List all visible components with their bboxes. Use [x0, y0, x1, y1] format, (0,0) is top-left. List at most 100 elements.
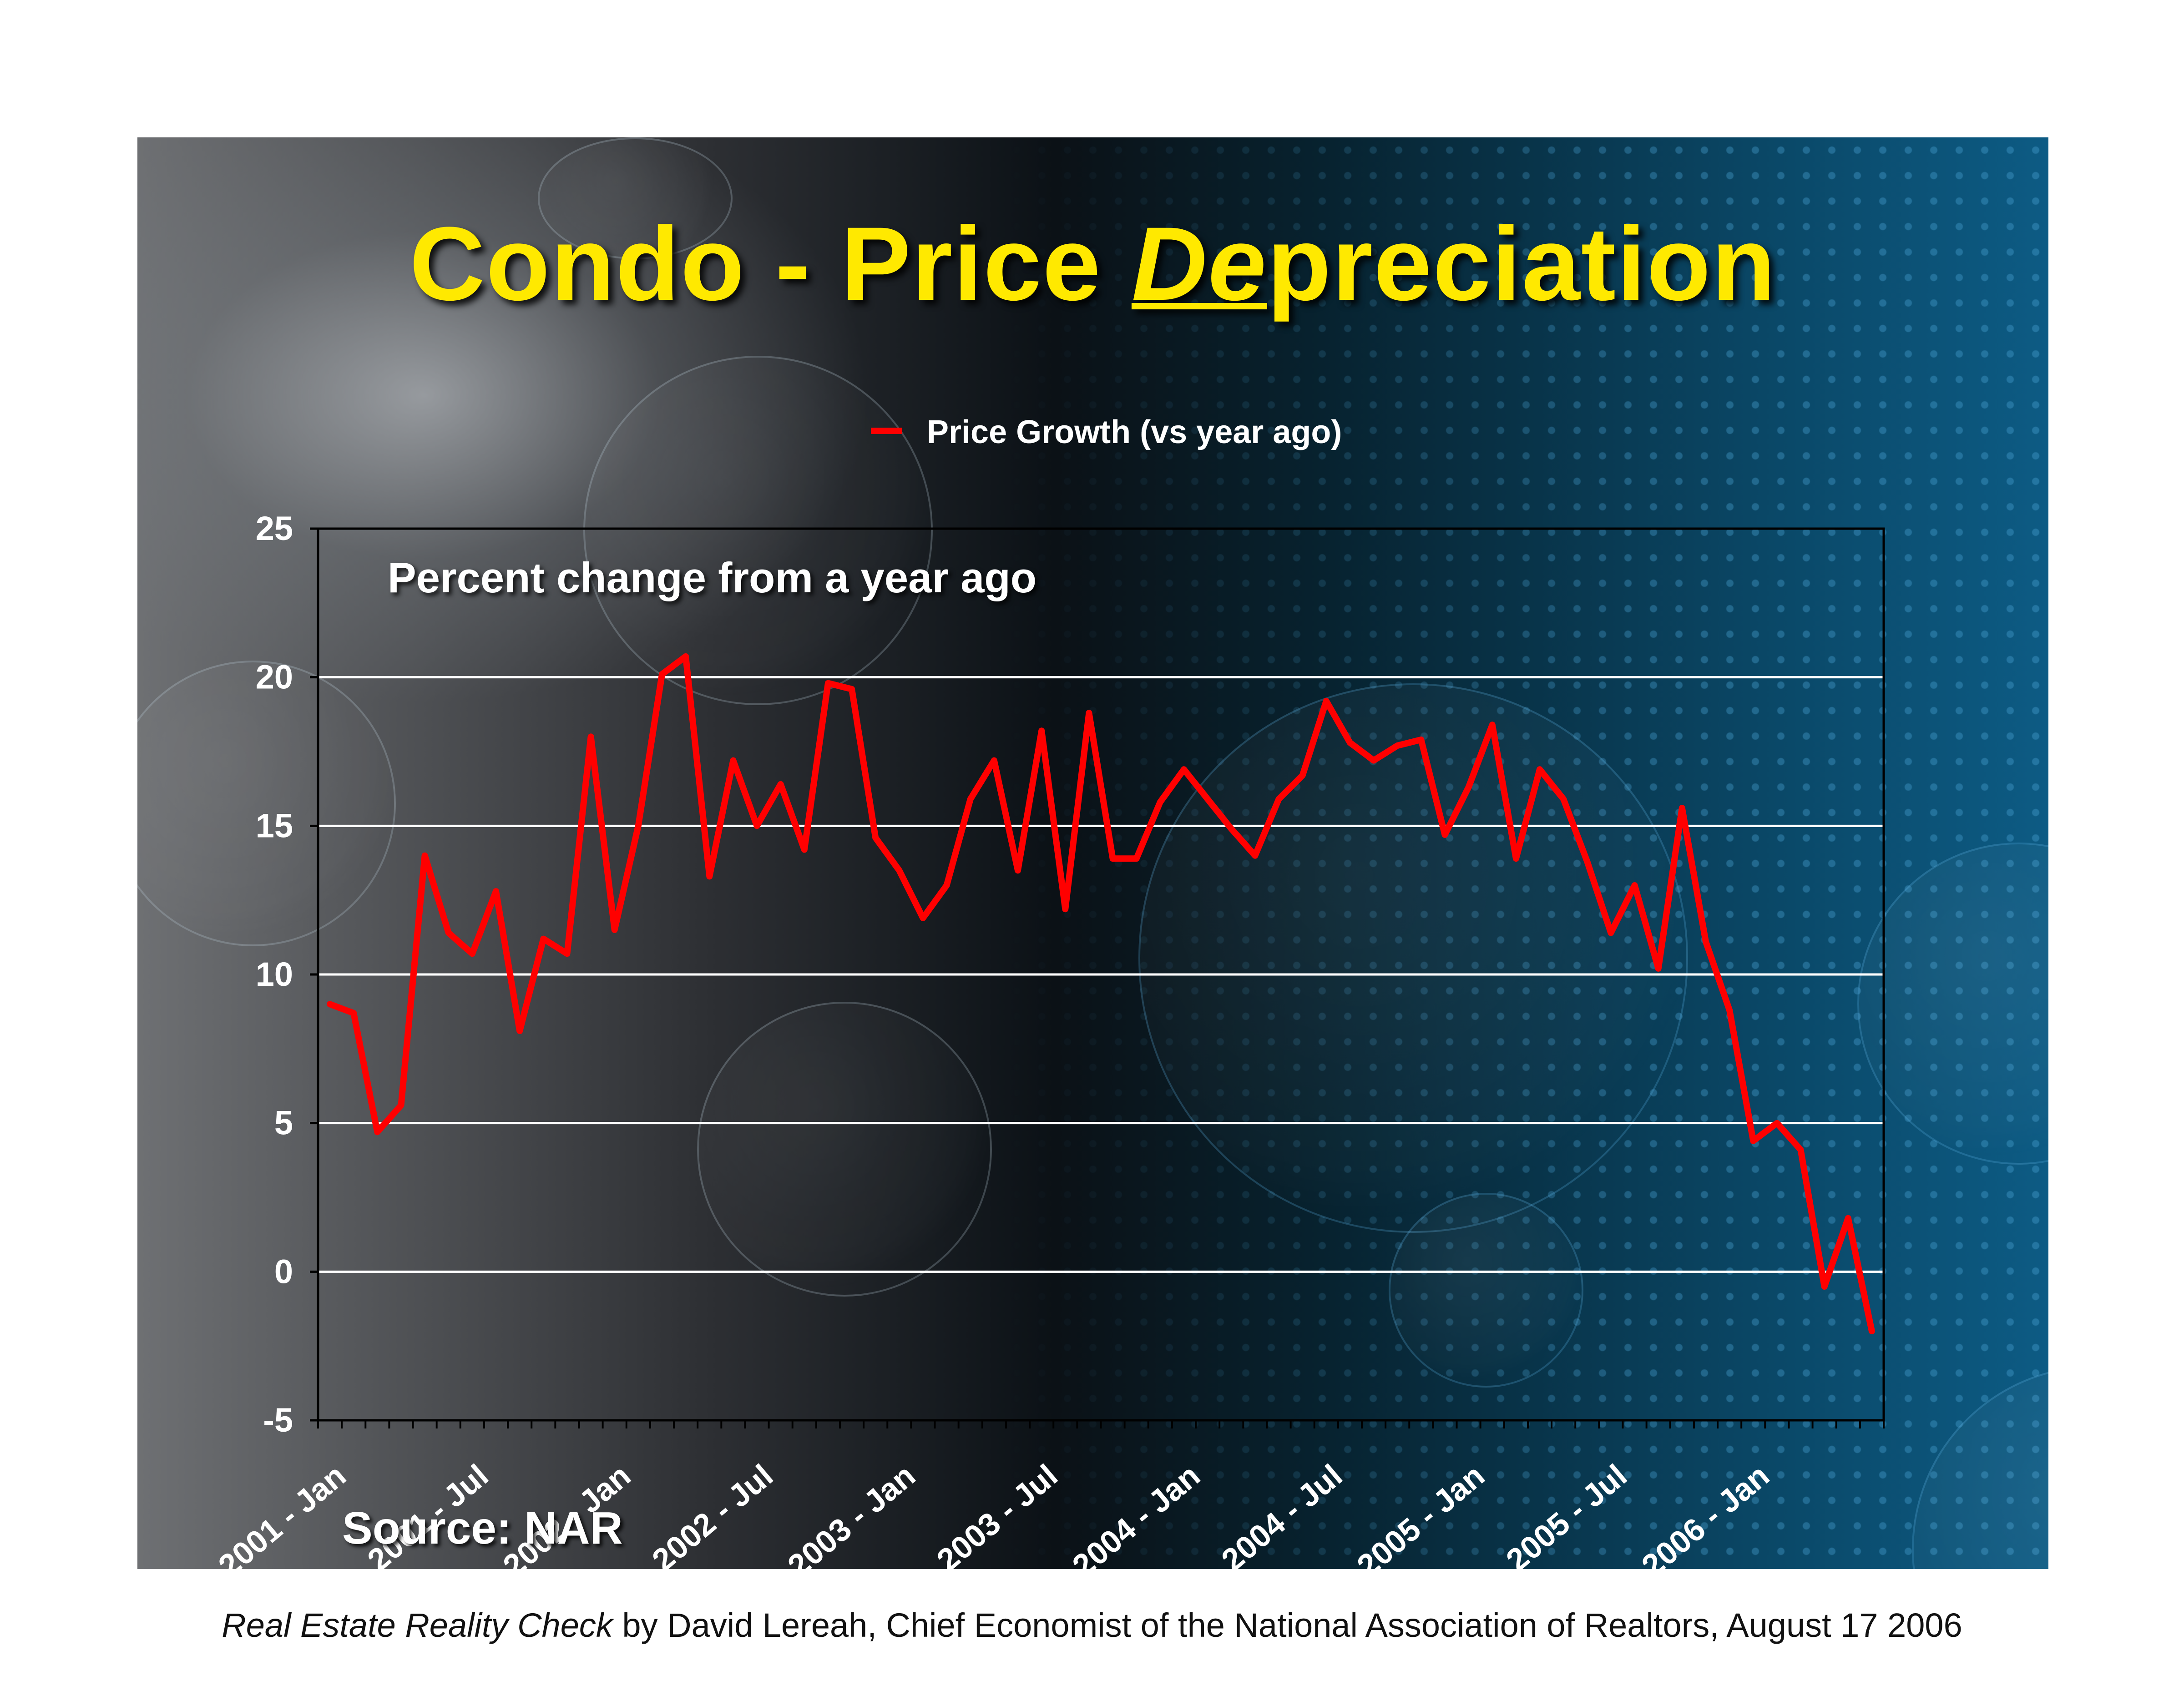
data-point: [1325, 699, 1328, 702]
x-tick-label: 2002 - Jul: [646, 1458, 780, 1569]
caption-credit: by David Lereah, Chief Economist of the …: [612, 1606, 1962, 1644]
data-point: [1775, 1121, 1779, 1125]
data-point: [779, 782, 782, 786]
data-point: [1514, 857, 1517, 860]
data-point: [329, 1003, 332, 1006]
data-point: [352, 1011, 355, 1015]
data-point: [1064, 908, 1067, 911]
y-tick-label: 10: [256, 955, 293, 993]
data-point: [921, 916, 925, 919]
y-tick-label: 25: [256, 510, 293, 547]
data-point: [399, 1104, 403, 1107]
y-tick-label: 15: [256, 807, 293, 844]
bubble-decoration: [1138, 683, 1688, 1233]
data-point: [542, 937, 545, 940]
title-text-part2: preciation: [1267, 205, 1777, 322]
x-tick-label: 2003 - Jan: [781, 1458, 921, 1569]
data-point: [1823, 1285, 1826, 1288]
y-tick-label: 0: [274, 1252, 293, 1290]
x-tick-label: 2004 - Jan: [1066, 1458, 1206, 1569]
y-tick-label: -5: [263, 1401, 293, 1439]
data-point: [1158, 801, 1162, 804]
data-point: [992, 759, 996, 762]
data-point: [1087, 712, 1091, 715]
data-point: [969, 797, 972, 801]
x-tick-label: 2005 - Jan: [1350, 1458, 1491, 1569]
title-text-part1: Condo - Price: [409, 205, 1132, 322]
data-point: [1277, 797, 1280, 801]
data-point: [1609, 931, 1613, 934]
data-point: [1443, 833, 1446, 836]
data-point: [1562, 797, 1565, 801]
source-label: Source: NAR: [342, 1503, 623, 1554]
data-point: [1111, 857, 1114, 860]
data-point: [1348, 741, 1351, 744]
data-point: [1870, 1330, 1873, 1332]
data-point: [447, 931, 450, 934]
data-point: [1372, 759, 1375, 762]
data-point: [850, 687, 854, 691]
bubble-decoration: [697, 1002, 992, 1297]
title-text-emphasis: De: [1131, 205, 1267, 322]
data-point: [945, 884, 948, 887]
data-point: [1799, 1148, 1802, 1151]
data-point: [660, 673, 663, 676]
data-point: [1016, 869, 1020, 872]
caption-book-title: Real Estate Reality Check: [222, 1606, 613, 1644]
data-point: [1254, 854, 1257, 857]
data-point: [1846, 1216, 1850, 1220]
data-point: [1586, 860, 1589, 863]
data-point: [684, 655, 688, 658]
data-point: [1206, 797, 1209, 801]
chart-annotation: Percent change from a year ago: [388, 554, 1036, 601]
data-point: [1230, 827, 1233, 830]
data-point: [589, 735, 592, 738]
data-point: [826, 681, 829, 685]
x-tick-label: 2006 - Jan: [1635, 1458, 1775, 1569]
series-line-price-growth: [327, 653, 1875, 1334]
data-point: [495, 890, 498, 893]
x-tick-label: 2005 - Jul: [1500, 1458, 1634, 1569]
data-point: [566, 952, 569, 955]
dot-pattern-background: [137, 137, 2048, 1569]
data-point: [470, 952, 474, 955]
data-point: [1040, 729, 1043, 732]
x-tick-label: 2003 - Jul: [930, 1458, 1064, 1569]
data-point: [898, 869, 901, 872]
footer-caption: Real Estate Reality Check by David Lerea…: [0, 1606, 2184, 1645]
data-point: [732, 759, 735, 762]
data-point: [708, 875, 711, 878]
data-point: [1728, 1009, 1731, 1012]
data-point: [1491, 723, 1494, 727]
data-point: [1633, 884, 1636, 887]
bubble-decoration: [538, 137, 733, 259]
data-point: [1657, 967, 1660, 970]
data-point: [1396, 744, 1399, 747]
data-point: [637, 824, 640, 828]
data-point: [1182, 768, 1185, 771]
x-tick-label: 2001 - Jan: [212, 1458, 352, 1569]
data-point: [1538, 768, 1542, 771]
data-point: [423, 854, 426, 857]
data-point: [1680, 807, 1684, 810]
data-point: [518, 1030, 521, 1033]
x-tick-label: 2004 - Jul: [1215, 1458, 1349, 1569]
bubble-decoration: [1389, 1193, 1583, 1388]
y-tick-label: 5: [274, 1104, 293, 1142]
legend-label: Price Growth (vs year ago): [927, 414, 1342, 450]
data-point: [803, 848, 806, 851]
y-tick-label: 20: [256, 658, 293, 696]
data-point: [874, 836, 877, 839]
data-point: [1135, 857, 1138, 860]
data-point: [376, 1131, 379, 1134]
data-point: [613, 929, 616, 931]
data-point: [1704, 940, 1707, 944]
bubble-decoration: [583, 356, 933, 705]
data-point: [755, 824, 758, 828]
data-point: [1301, 774, 1304, 777]
data-point: [1420, 738, 1423, 741]
slide-title: Condo - Price Depreciation: [137, 203, 2048, 324]
slide: Condo - Price Depreciation -5 0 5 10 15 20 25 2…: [137, 137, 2048, 1569]
data-point: [1752, 1139, 1755, 1142]
